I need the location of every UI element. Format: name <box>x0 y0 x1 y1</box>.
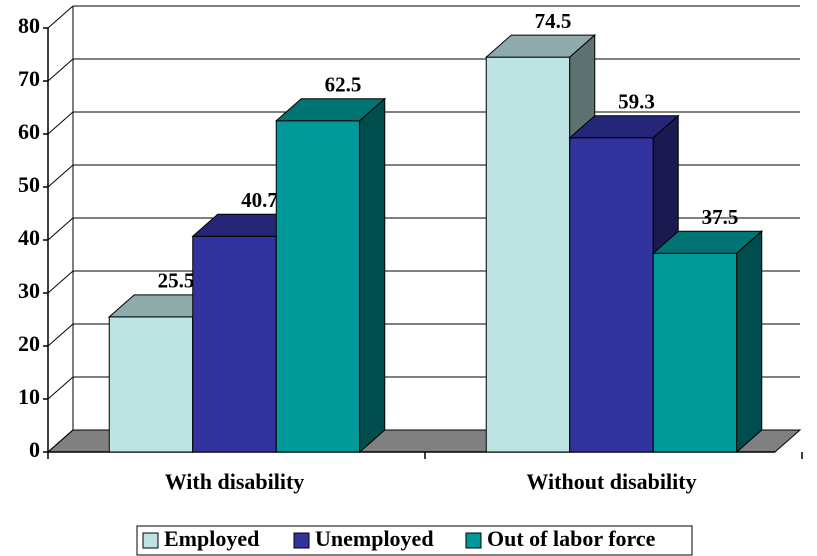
y-tick-label: 60 <box>18 119 40 144</box>
grid-line-side <box>47 111 74 135</box>
grid-line-side <box>47 217 74 241</box>
y-tick-label: 10 <box>18 384 40 409</box>
y-tick-label: 30 <box>18 278 40 303</box>
bar-front <box>108 316 194 453</box>
grid-line-side <box>47 270 74 294</box>
grid-line-side <box>47 429 74 453</box>
bar-front <box>485 56 571 453</box>
legend-label: Out of labor force <box>487 526 656 551</box>
grid-line-side <box>47 164 74 188</box>
y-tick-label: 80 <box>18 13 40 38</box>
y-tick-label: 0 <box>29 437 40 462</box>
legend-swatch <box>465 532 482 549</box>
x-tick-label: With disability <box>165 469 305 494</box>
value-label: 37.5 <box>702 205 739 229</box>
grid-line-side <box>47 376 74 400</box>
x-tick-label: Without disability <box>526 469 696 494</box>
legend-label: Unemployed <box>315 526 434 551</box>
grid-line-side <box>47 323 74 347</box>
legend-box <box>136 525 693 556</box>
legend-swatch <box>293 532 310 549</box>
bar-side <box>736 230 763 454</box>
value-label: 62.5 <box>325 73 362 97</box>
grid-line-side <box>47 58 74 82</box>
bar-side <box>359 97 386 454</box>
bar-front <box>192 235 277 453</box>
value-label: 59.3 <box>618 90 655 114</box>
value-label: 74.5 <box>535 9 572 33</box>
bar-front <box>569 137 654 453</box>
legend-swatch <box>142 532 159 549</box>
y-tick-label: 20 <box>18 331 40 356</box>
y-tick-label: 70 <box>18 66 40 91</box>
legend-label: Employed <box>164 526 259 551</box>
grid-line-side <box>47 5 74 29</box>
bar-front <box>275 120 361 453</box>
value-label: 25.5 <box>158 269 195 293</box>
y-tick-label: 50 <box>18 172 40 197</box>
bar-front <box>652 252 738 453</box>
value-label: 40.7 <box>241 188 278 212</box>
y-tick-label: 40 <box>18 225 40 250</box>
